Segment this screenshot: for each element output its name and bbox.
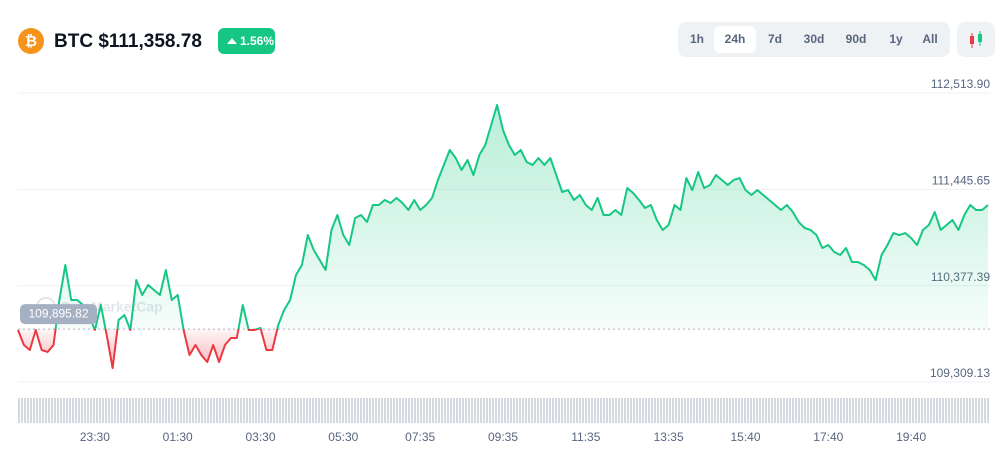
- chart-type-button[interactable]: [957, 22, 995, 57]
- change-arrow: [227, 38, 237, 44]
- timeframe-button[interactable]: 30d: [804, 32, 825, 46]
- y-tick-label: 111,445.65: [932, 174, 991, 188]
- timeframe-selected: [714, 26, 756, 53]
- x-tick-label: 07:35: [405, 430, 435, 444]
- x-tick-label: 17:40: [813, 430, 843, 444]
- y-tick-label: 112,513.90: [931, 77, 990, 91]
- timeframe-button[interactable]: 7d: [768, 32, 782, 46]
- change-label: 1.56%: [240, 34, 274, 48]
- x-tick-label: 15:40: [730, 430, 760, 444]
- btc-icon: [18, 28, 44, 54]
- timeframes: 1h 24h 7d 30d 90d 1y All: [690, 26, 938, 53]
- volume-bars: [18, 398, 990, 423]
- price-line: [17, 103, 989, 370]
- timeframe-button[interactable]: 90d: [846, 32, 867, 46]
- baseline-pill: [20, 304, 97, 325]
- y-tick-label: 109,309.13: [930, 366, 990, 380]
- timeframe-button[interactable]: 1h: [690, 32, 704, 46]
- x-tick-label: 23:30: [80, 430, 110, 444]
- x-tick-label: 11:35: [571, 430, 600, 444]
- x-tick-label: 19:40: [896, 430, 926, 444]
- timeframe-button[interactable]: 24h: [725, 32, 746, 46]
- baseline-label: 109,895.82: [28, 306, 88, 320]
- change-badge: [218, 28, 275, 54]
- x-tick-label: 05:30: [328, 430, 358, 444]
- x-tick-label: 01:30: [163, 430, 193, 444]
- price-area: [18, 104, 988, 369]
- candle-icon: [970, 36, 974, 44]
- timeframe-button[interactable]: All: [922, 32, 937, 46]
- btc-icon-glyph: ₿: [25, 33, 37, 50]
- x-tick-label: 09:35: [488, 430, 518, 444]
- x-tick-label: 13:35: [654, 430, 684, 444]
- x-tick-label: 03:30: [245, 430, 275, 444]
- candle-icon: [978, 34, 982, 42]
- symbol-price: BTC $111,358.78: [54, 31, 202, 52]
- timeframe-button[interactable]: 1y: [889, 32, 903, 46]
